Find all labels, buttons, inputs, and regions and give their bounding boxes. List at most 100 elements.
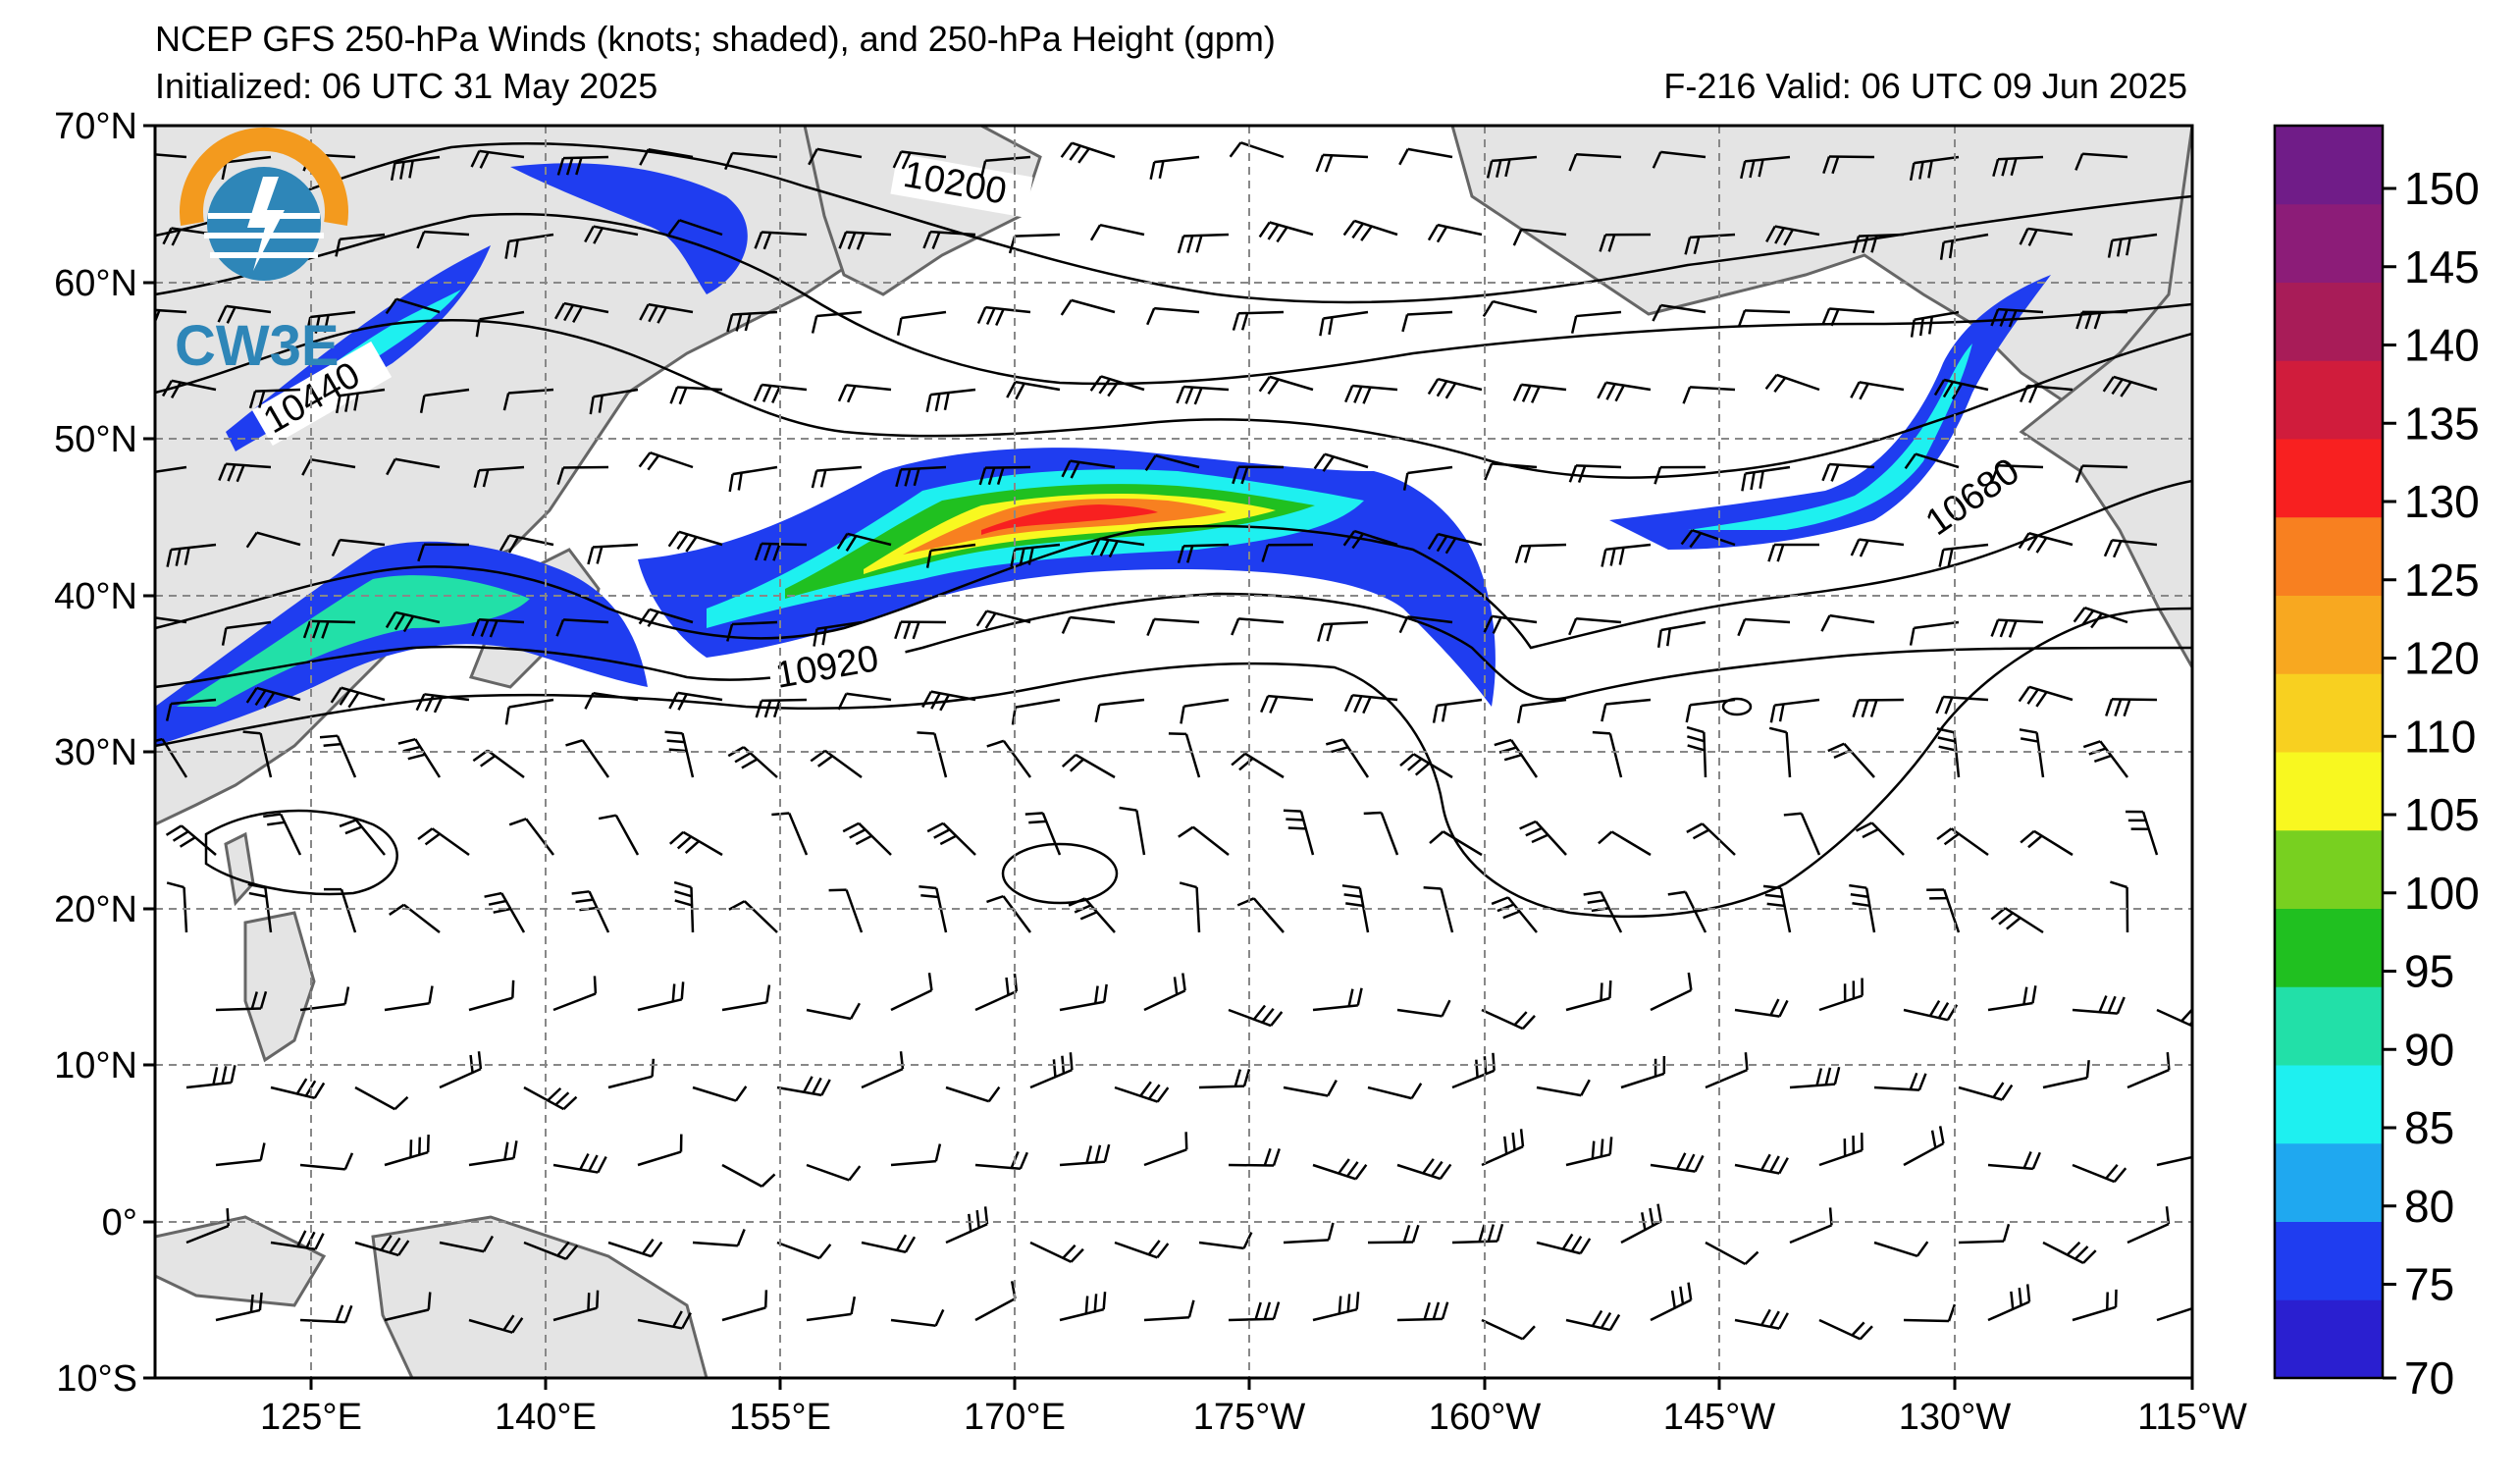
colorbar-label: 80 (2404, 1181, 2454, 1232)
wind-barb (1427, 223, 1483, 243)
wind-barb (1367, 1083, 1423, 1100)
lon-label-145w: 145°W (1663, 1397, 1776, 1438)
wind-barb (1650, 1282, 1693, 1322)
wind-barb (185, 1208, 231, 1245)
wind-barb (1060, 298, 1116, 316)
wind-barb (1176, 385, 1230, 405)
wind-barb (1401, 310, 1453, 333)
wind-barb (1231, 752, 1285, 779)
wind-barb (299, 1152, 354, 1171)
wind-barb (1514, 543, 1567, 564)
wind-barb (1059, 1143, 1111, 1167)
wind-barb (721, 1290, 768, 1322)
wind-barb (721, 984, 771, 1012)
wind-barb (1987, 985, 2037, 1012)
wind-barb (1652, 303, 1706, 322)
wind-barb (2073, 606, 2128, 629)
wind-barb (979, 155, 1031, 179)
lon-label-160w: 160°W (1429, 1397, 1542, 1438)
wind-barb (1990, 618, 2044, 638)
wind-barb (754, 231, 808, 250)
wind-barb (1512, 383, 1567, 403)
wind-barb (1006, 380, 1061, 400)
wind-barb (895, 465, 947, 488)
wind-barb (523, 1086, 578, 1111)
wind-barb (1344, 384, 1398, 404)
wind-barb (2042, 1060, 2090, 1089)
wind-barb (1367, 1224, 1420, 1245)
wind-barb (299, 986, 350, 1012)
wind-barb (921, 690, 976, 712)
wind-barb (668, 830, 723, 857)
wind-barb (726, 620, 778, 642)
wind-barb (919, 884, 948, 933)
wind-barb (263, 813, 302, 856)
wind-barb (1568, 464, 1622, 484)
wind-barb (1935, 695, 1989, 715)
wind-barb (861, 1051, 905, 1089)
wind-barb (1601, 543, 1652, 567)
lat-labels: 70°N 60°N 50°N 40°N 30°N 20°N 10°N 0° 10… (54, 106, 137, 1400)
wind-barb (813, 620, 863, 647)
colorbar-block (2275, 1299, 2383, 1379)
wind-barb (2156, 1155, 2192, 1167)
wind-barb (1516, 698, 1567, 723)
wind-barb (1910, 310, 1960, 338)
wind-barb (1090, 537, 1145, 558)
wind-barb (1650, 1152, 1705, 1173)
colorbar-label: 75 (2404, 1259, 2454, 1310)
wind-barb (1399, 753, 1453, 779)
wind-barb (890, 972, 933, 1012)
wind-barb (1568, 616, 1622, 636)
wind-barb (1938, 543, 1989, 567)
wind-barb (1146, 617, 1200, 637)
wind-barb (2074, 464, 2128, 484)
wind-barb (1936, 827, 1989, 857)
wind-barb (2102, 375, 2158, 397)
wind-barb (1484, 462, 1538, 481)
wind-barb (1483, 614, 1538, 634)
wind-barb (1734, 1308, 1789, 1330)
new-guinea (371, 1215, 709, 1378)
wind-barb (2019, 227, 2074, 246)
colorbar-block (2275, 1065, 2383, 1144)
colorbar-label: 140 (2404, 320, 2480, 371)
wind-barb (1762, 884, 1792, 933)
wind-barb (165, 824, 217, 856)
wind-barb (1987, 1284, 2031, 1322)
wind-barb (471, 617, 525, 638)
wind-barb (1680, 528, 1736, 549)
lat-label-60n: 60°N (54, 263, 137, 304)
wind-barb (221, 155, 272, 181)
wind-barb (978, 465, 1031, 486)
wind-barb (1992, 155, 2044, 177)
colorbar-block (2275, 1142, 2383, 1222)
wind-barb (1536, 1233, 1592, 1255)
lon-label-115w: 115°W (2137, 1397, 2247, 1438)
wind-barb (2074, 152, 2128, 171)
wind-barb (728, 900, 778, 933)
wind-barb (976, 305, 1031, 327)
wind-barb (215, 1142, 266, 1167)
lon-label-140e: 140°E (495, 1397, 597, 1438)
wind-barb (1315, 153, 1369, 173)
wind-barb (1232, 465, 1285, 485)
wind-barb (1427, 532, 1483, 555)
wind-barb (385, 610, 441, 633)
wind-barb (669, 386, 723, 405)
wind-barb (319, 734, 357, 778)
wind-barb (1325, 738, 1370, 778)
wind-barb (1599, 233, 1652, 252)
wind-barb (1570, 310, 1622, 334)
wind-barb (1061, 615, 1116, 634)
wind-barb (917, 731, 948, 778)
wind-barb (607, 1058, 656, 1089)
wind-barb (728, 465, 778, 493)
wind-barb (2042, 1241, 2097, 1265)
wind-barb (2019, 384, 2074, 403)
wind-barb (1168, 732, 1201, 778)
wind-barb (637, 1310, 692, 1330)
wind-barb (861, 1234, 917, 1253)
colorbar-label: 110 (2404, 711, 2476, 762)
wind-barb (468, 1140, 518, 1167)
